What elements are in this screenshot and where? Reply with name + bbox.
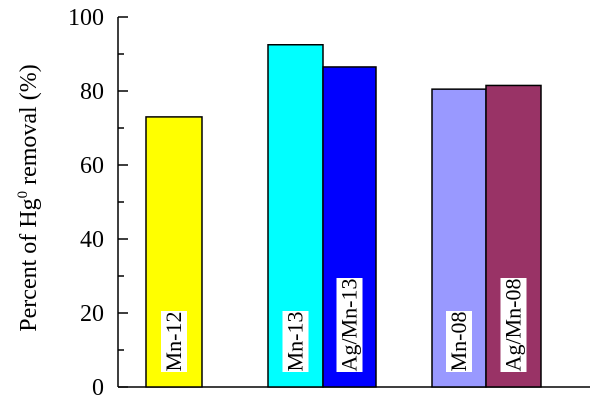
bar-label-box <box>446 311 472 372</box>
y-tick-label: 0 <box>92 375 104 398</box>
y-tick-label: 20 <box>80 301 104 327</box>
bars <box>145 44 542 388</box>
y-tick-label: 40 <box>80 227 104 253</box>
y-axis-title: Percent of Hg0 removal (%) <box>15 64 42 331</box>
bar-label: Ag/Mn-13 <box>337 279 362 372</box>
bar-label: Mn-08 <box>446 312 471 372</box>
bar <box>485 84 542 388</box>
bar-label: Ag/Mn-08 <box>501 279 526 372</box>
bar-label: Mn-13 <box>283 312 308 372</box>
bar-label-box <box>282 311 309 372</box>
y-tick-label: 60 <box>80 153 104 179</box>
y-tick-label: 100 <box>68 5 104 31</box>
bar-label-box <box>336 278 363 372</box>
bar-label-box <box>161 311 187 372</box>
y-axis-title-suffix: removal (%) <box>16 64 42 191</box>
y-axis-title-superscript: 0 <box>15 191 31 199</box>
bar-label: Mn-12 <box>161 312 186 372</box>
y-axis-title-text: Percent of Hg <box>16 198 42 331</box>
bar-labels: Mn-12 Mn-13 Ag/Mn-13 Mn-08 Ag/Mn-08 <box>161 278 527 372</box>
bar-label-box <box>500 278 527 372</box>
y-tick-label: 80 <box>80 79 104 105</box>
